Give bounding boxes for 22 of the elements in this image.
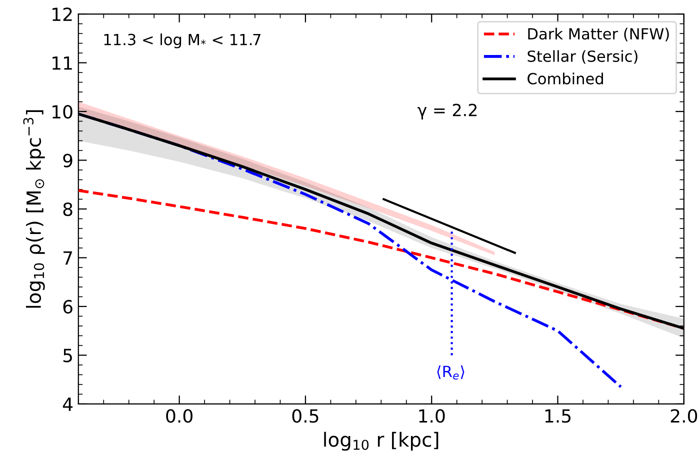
y-tick-label: 11 — [52, 56, 72, 70]
y-tick-label: 12 — [52, 7, 72, 21]
annotation: γ = 2.2 — [418, 104, 477, 120]
annotation: ⟨R$_{e}$⟩ — [437, 365, 464, 380]
y-tick-label: 4 — [62, 398, 73, 411]
y-tick-label: 7 — [64, 251, 72, 265]
legend-label: Stellar (Sersic) — [528, 50, 638, 64]
annotation: 11.3 < log M$_{*}$ < 11.7 — [104, 34, 260, 48]
x-tick-label: 0.0 — [166, 409, 192, 423]
legend-label: Dark Matter (NFW) — [528, 28, 669, 42]
y-tick-label: 6 — [63, 300, 72, 314]
y-tick-label: 5 — [63, 348, 72, 362]
y-tick-label: 10 — [52, 104, 72, 119]
y-tick-label: 9 — [63, 154, 72, 168]
x-tick-label: 0.5 — [292, 409, 318, 423]
x-tick-label: 1.5 — [545, 409, 571, 423]
x-axis-title: log$_{10}$ r [kpc] — [324, 432, 438, 451]
legend-label: Combined — [528, 72, 603, 84]
y-axis-title: log$_{10}$ ρ(r) [M$_{⊙}$ kpc$^{−3}$] — [23, 110, 45, 308]
x-tick-label: 1.0 — [419, 409, 445, 423]
y-tick-label: 8 — [63, 202, 72, 216]
x-tick-label: 2.0 — [670, 409, 698, 423]
